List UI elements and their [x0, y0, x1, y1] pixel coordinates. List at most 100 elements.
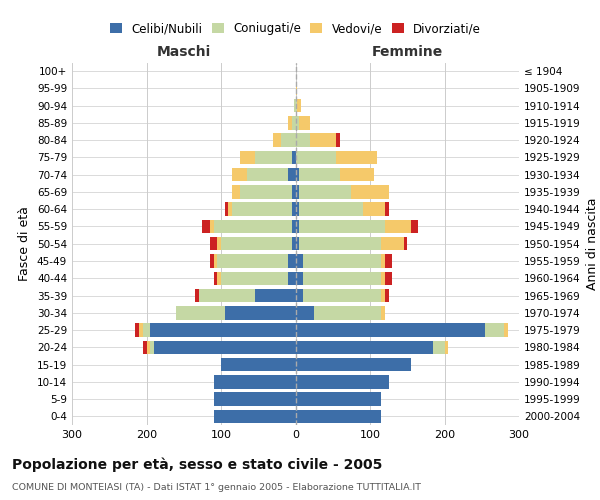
Bar [445, 340, 448, 354]
Bar [296, 254, 303, 268]
Bar [296, 358, 411, 372]
Bar [296, 272, 303, 285]
Bar [214, 410, 296, 423]
Bar [296, 324, 485, 337]
Bar [139, 324, 143, 337]
Bar [176, 306, 225, 320]
Bar [292, 185, 296, 198]
Bar [254, 150, 292, 164]
Bar [199, 289, 254, 302]
Bar [433, 340, 445, 354]
Bar [150, 324, 296, 337]
Bar [299, 237, 381, 250]
Bar [288, 168, 296, 181]
Bar [143, 324, 150, 337]
Bar [385, 272, 392, 285]
Bar [362, 202, 385, 216]
Bar [210, 220, 214, 233]
Bar [136, 324, 139, 337]
Bar [195, 289, 199, 302]
Bar [303, 272, 381, 285]
Bar [381, 237, 404, 250]
Bar [146, 340, 150, 354]
Bar [381, 306, 385, 320]
Bar [229, 202, 232, 216]
Bar [143, 340, 146, 354]
Bar [352, 185, 389, 198]
Bar [221, 237, 292, 250]
Bar [303, 254, 381, 268]
Bar [296, 99, 297, 112]
Bar [210, 254, 214, 268]
Bar [314, 306, 381, 320]
Bar [299, 220, 385, 233]
Text: COMUNE DI MONTEIASI (TA) - Dati ISTAT 1° gennaio 2005 - Elaborazione TUTTITALIA.: COMUNE DI MONTEIASI (TA) - Dati ISTAT 1°… [12, 482, 421, 492]
Bar [385, 202, 389, 216]
Bar [217, 254, 288, 268]
Bar [214, 254, 217, 268]
Bar [296, 392, 381, 406]
Bar [221, 272, 288, 285]
Bar [214, 375, 296, 388]
Bar [288, 272, 296, 285]
Bar [299, 116, 310, 130]
Bar [281, 134, 296, 147]
Bar [296, 220, 299, 233]
Bar [294, 99, 296, 112]
Bar [296, 134, 310, 147]
Bar [214, 220, 292, 233]
Bar [340, 168, 374, 181]
Bar [221, 358, 296, 372]
Bar [385, 289, 389, 302]
Bar [154, 340, 296, 354]
Bar [381, 272, 385, 285]
Bar [214, 272, 217, 285]
Bar [296, 306, 314, 320]
Y-axis label: Fasce di età: Fasce di età [19, 206, 31, 281]
Bar [232, 202, 292, 216]
Bar [296, 150, 337, 164]
Bar [411, 220, 418, 233]
Bar [303, 289, 381, 302]
Bar [217, 272, 221, 285]
Bar [239, 150, 254, 164]
Bar [385, 220, 411, 233]
Bar [296, 375, 389, 388]
Text: Maschi: Maschi [157, 45, 211, 59]
Bar [296, 168, 299, 181]
Bar [296, 82, 297, 95]
Bar [292, 237, 296, 250]
Bar [292, 150, 296, 164]
Bar [337, 150, 377, 164]
Bar [310, 134, 337, 147]
Bar [225, 202, 229, 216]
Bar [296, 202, 299, 216]
Bar [232, 168, 247, 181]
Bar [273, 134, 281, 147]
Bar [214, 392, 296, 406]
Bar [254, 289, 296, 302]
Bar [296, 185, 299, 198]
Bar [385, 254, 392, 268]
Text: Popolazione per età, sesso e stato civile - 2005: Popolazione per età, sesso e stato civil… [12, 458, 382, 472]
Bar [225, 306, 296, 320]
Bar [239, 185, 292, 198]
Bar [296, 237, 299, 250]
Text: Femmine: Femmine [371, 45, 443, 59]
Bar [381, 289, 385, 302]
Bar [292, 220, 296, 233]
Bar [485, 324, 504, 337]
Bar [288, 254, 296, 268]
Bar [288, 116, 292, 130]
Y-axis label: Anni di nascita: Anni di nascita [586, 198, 599, 290]
Bar [150, 340, 154, 354]
Bar [296, 289, 303, 302]
Bar [297, 99, 301, 112]
Bar [292, 116, 296, 130]
Bar [299, 185, 352, 198]
Legend: Celibi/Nubili, Coniugati/e, Vedovi/e, Divorziati/e: Celibi/Nubili, Coniugati/e, Vedovi/e, Di… [106, 18, 485, 40]
Bar [296, 340, 433, 354]
Bar [296, 410, 381, 423]
Bar [299, 168, 340, 181]
Bar [247, 168, 288, 181]
